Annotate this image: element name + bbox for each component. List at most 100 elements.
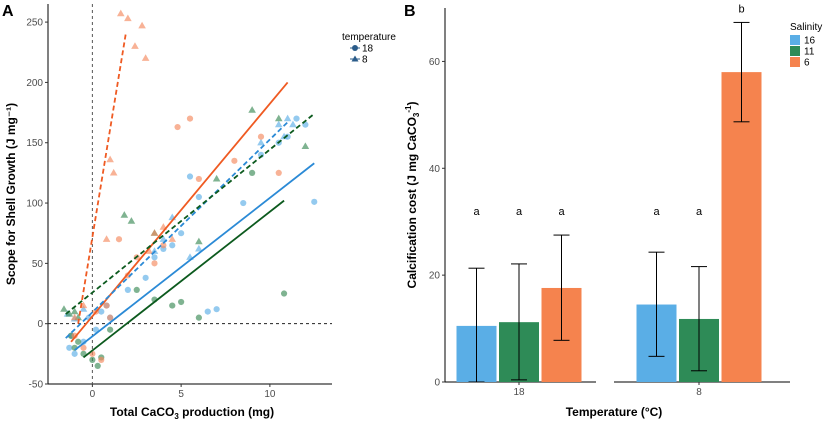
fit-line-s16-t18 [74, 162, 315, 351]
point-s11-t18 [94, 362, 101, 370]
point-s6-t18 [195, 175, 202, 183]
legend-b-swatch [790, 46, 800, 56]
legend-b-label: 11 [804, 47, 815, 58]
point-s16-t8 [79, 305, 88, 312]
panel-label-a: A [2, 3, 14, 20]
point-s16-t8 [283, 114, 292, 122]
significance-label: a [653, 206, 660, 218]
fit-line-s11-t18 [82, 199, 285, 359]
x-tick-label: 10 [264, 389, 276, 400]
point-s6-t18 [257, 133, 265, 140]
point-s16-t18 [240, 199, 247, 207]
point-s16-t18 [293, 115, 300, 122]
point-s6-t8 [145, 247, 153, 254]
point-s16-t8 [274, 120, 283, 128]
significance-label: a [696, 206, 703, 218]
legend-b-label: 6 [804, 58, 810, 69]
y-tick-label-b: 0 [434, 378, 440, 389]
point-s6-t8 [116, 9, 125, 17]
point-s16-t8 [195, 244, 203, 252]
point-s6-t18 [107, 314, 114, 321]
point-s6-t18 [151, 260, 158, 267]
point-s11-t18 [133, 286, 140, 294]
point-s11-t8 [274, 114, 283, 122]
point-s16-t18 [151, 254, 158, 261]
x-tick-label: 5 [178, 389, 184, 400]
legend-b-swatch [790, 57, 800, 67]
point-s6-t8 [168, 235, 177, 242]
point-s11-t18 [107, 326, 114, 333]
y-tick-label-b: 40 [429, 164, 441, 175]
panel-label-b: B [404, 3, 416, 20]
point-s6-t8 [106, 155, 114, 163]
point-s6-t8 [138, 21, 146, 29]
y-axis-title-b: Calcification cost (J mg CaCO3-1) [404, 102, 421, 289]
point-s11-t18 [169, 302, 176, 309]
point-s11-t18 [280, 290, 288, 297]
point-s16-t18 [195, 193, 202, 201]
y-tick-label: 150 [26, 138, 43, 149]
y-tick-label: 100 [26, 199, 43, 210]
y-tick-label: 200 [26, 78, 43, 89]
y-axis-title-a: Scope for Shell Growth (J mg⁻¹) [4, 103, 18, 285]
point-s11-t8 [127, 217, 136, 224]
point-s16-t18 [98, 308, 105, 315]
y-tick-label: 50 [32, 259, 44, 270]
point-s6-t18 [80, 344, 87, 351]
point-s16-t18 [204, 308, 211, 315]
point-s11-t18 [75, 338, 82, 345]
point-s6-t18 [186, 115, 194, 122]
point-s6-t18 [174, 123, 181, 131]
point-s6-t8 [70, 313, 79, 321]
x-axis-title-b: Temperature (°C) [566, 405, 663, 419]
fit-line-s16-t8 [65, 121, 289, 339]
legend-b-swatch [790, 35, 800, 45]
point-s11-t8 [301, 142, 310, 149]
point-s11-t18 [89, 356, 96, 363]
point-s6-t18 [103, 302, 110, 309]
point-s6-t18 [115, 236, 123, 243]
point-s16-t18 [213, 306, 220, 313]
x-tick-label-b: 18 [513, 387, 525, 398]
point-s6-t8 [150, 229, 159, 236]
point-s6-t18 [275, 169, 282, 176]
point-s6-t18 [71, 332, 78, 339]
point-s11-t18 [195, 314, 202, 321]
legend-a-label: 8 [362, 55, 368, 66]
point-s6-t18 [231, 157, 238, 164]
fit-line-s6-t8 [77, 31, 127, 324]
point-s11-t8 [120, 211, 129, 218]
point-s16-t18 [142, 274, 149, 281]
significance-label: a [473, 206, 480, 218]
point-s16-t18 [186, 173, 194, 180]
x-tick-label-b: 8 [696, 387, 702, 398]
point-s6-t8 [109, 168, 118, 176]
point-s11-t18 [178, 298, 185, 306]
point-s6-t8 [131, 42, 139, 49]
y-tick-label: 0 [37, 319, 43, 330]
point-s16-t18 [124, 286, 131, 294]
y-tick-label: 250 [26, 18, 43, 29]
point-s11-t8 [212, 174, 221, 182]
bar-s6-t8 [721, 72, 762, 382]
point-s16-t18 [71, 350, 78, 357]
point-s16-t18 [66, 344, 73, 351]
point-s6-t8 [141, 54, 150, 61]
point-s16-t8 [289, 120, 297, 128]
significance-label: a [558, 206, 565, 218]
point-s6-t18 [160, 242, 167, 249]
point-s11-t18 [249, 169, 256, 176]
significance-label: b [738, 3, 744, 15]
point-s16-t18 [80, 338, 87, 345]
significance-label: a [516, 206, 523, 218]
point-s11-t8 [195, 237, 203, 245]
legend-b-title: Salinity [790, 22, 822, 33]
point-s6-t18 [98, 356, 105, 363]
point-s16-t8 [257, 138, 265, 146]
fit-line-s11-t8 [65, 113, 315, 315]
point-s11-t8 [70, 307, 79, 315]
